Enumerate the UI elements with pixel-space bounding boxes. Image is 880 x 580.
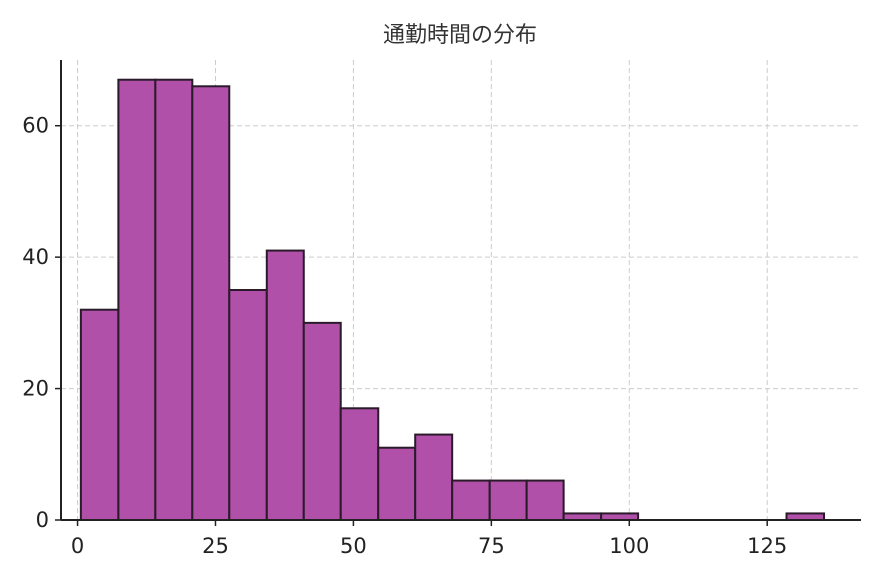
x-ticks: 0 25 50 75 100 125: [71, 520, 787, 558]
histogram-bar-6: [302, 321, 342, 521]
x-tick-label-75: 75: [478, 534, 505, 558]
y-ticks: 0 20 40 60: [22, 114, 61, 532]
x-tick-label-50: 50: [340, 534, 367, 558]
y-tick-label-20: 20: [22, 377, 49, 401]
y-tick-label-60: 60: [22, 114, 49, 138]
histogram-bar-1: [117, 78, 157, 521]
histogram-bar-7: [339, 407, 380, 521]
y-tick-label-0: 0: [36, 508, 49, 532]
histogram-bar-0: [79, 308, 120, 522]
histogram-bar-11: [488, 479, 528, 522]
x-tick-label-25: 25: [202, 534, 229, 558]
histogram-bar-2: [154, 78, 194, 521]
histogram-bar-5: [265, 249, 305, 521]
axes: [60, 60, 861, 521]
x-tick-label-100: 100: [609, 534, 649, 558]
x-tick-label-125: 125: [747, 534, 787, 558]
histogram-bar-9: [414, 433, 454, 522]
histogram-bar-10: [451, 479, 491, 522]
histogram-bar-3: [191, 85, 231, 522]
bars-group: [79, 78, 826, 522]
y-tick-label-40: 40: [22, 245, 49, 269]
histogram-bar-12: [525, 479, 565, 522]
chart-title: 通勤時間の分布: [383, 23, 537, 48]
histogram-bar-8: [377, 446, 417, 522]
histogram-bar-4: [228, 289, 268, 521]
x-tick-label-0: 0: [71, 534, 84, 558]
